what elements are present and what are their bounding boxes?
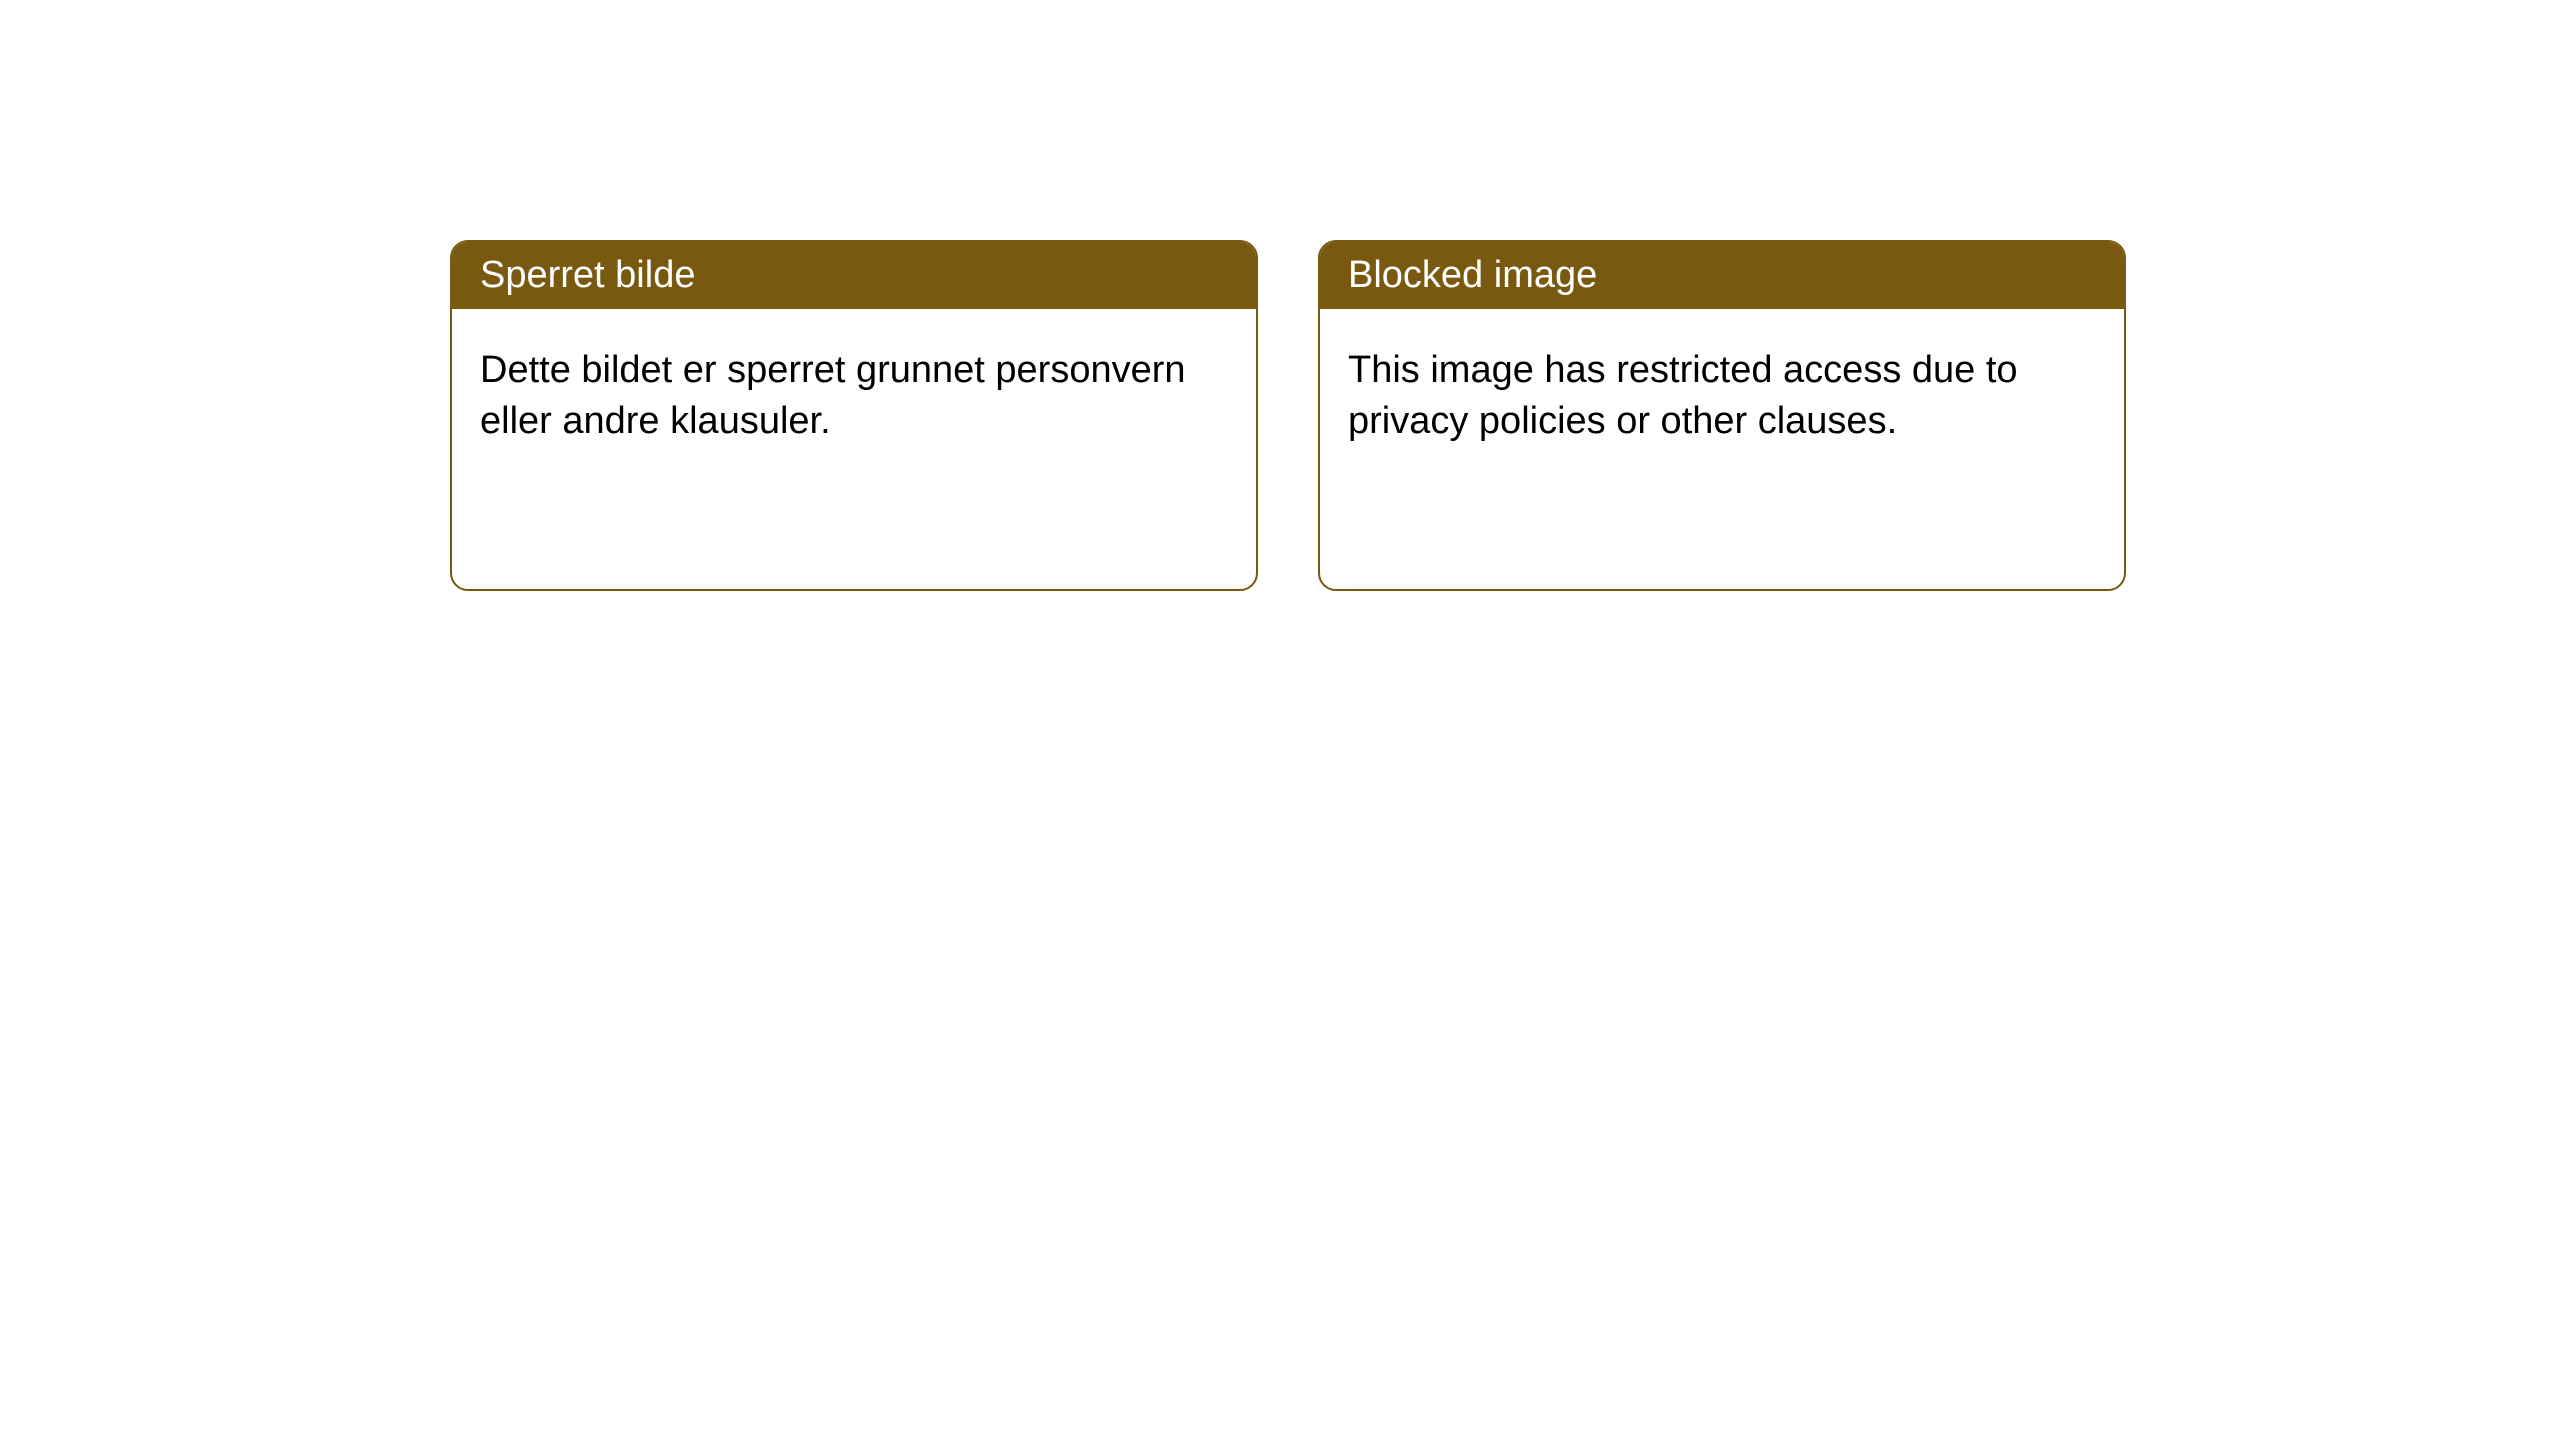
card-title: Blocked image	[1348, 254, 1597, 296]
card-header: Sperret bilde	[452, 242, 1256, 309]
blocked-image-card-norwegian: Sperret bilde Dette bildet er sperret gr…	[450, 240, 1258, 591]
card-body: This image has restricted access due to …	[1320, 309, 2124, 589]
blocked-image-card-english: Blocked image This image has restricted …	[1318, 240, 2126, 591]
card-body-text: This image has restricted access due to …	[1348, 349, 2018, 442]
card-body-text: Dette bildet er sperret grunnet personve…	[480, 349, 1186, 442]
card-body: Dette bildet er sperret grunnet personve…	[452, 309, 1256, 589]
notice-container: Sperret bilde Dette bildet er sperret gr…	[0, 0, 2560, 591]
card-header: Blocked image	[1320, 242, 2124, 309]
card-title: Sperret bilde	[480, 254, 695, 296]
